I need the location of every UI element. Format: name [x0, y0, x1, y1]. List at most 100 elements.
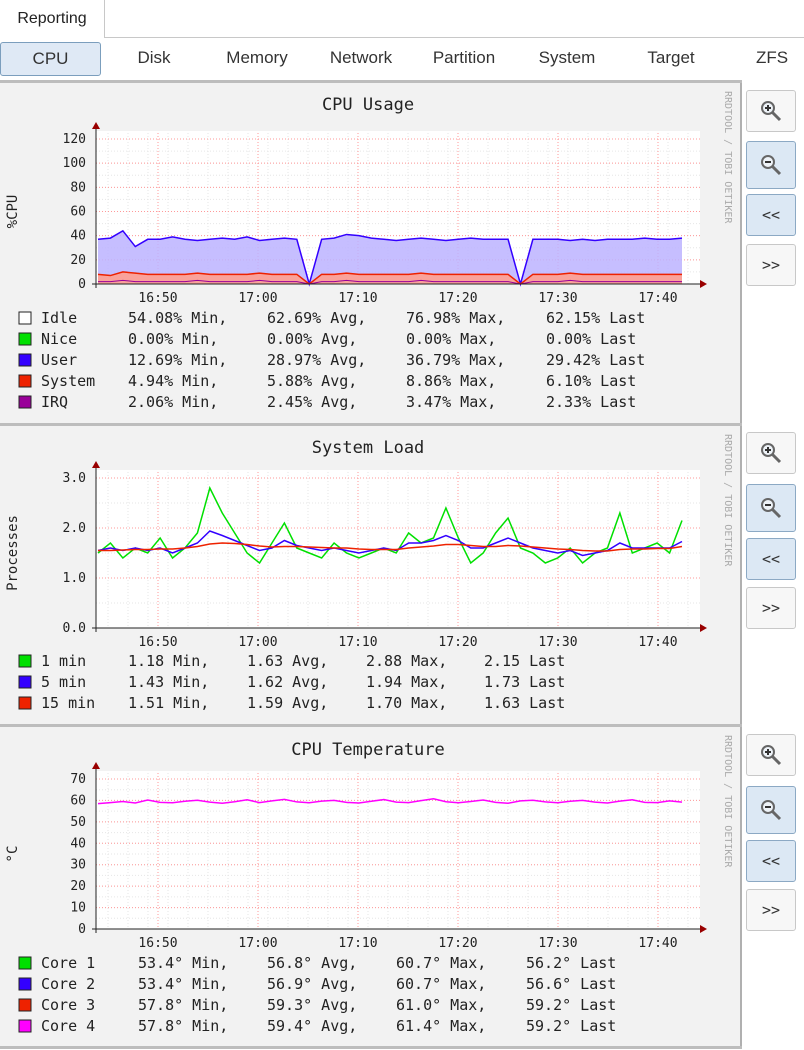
- cpu-usage-chart: 120 100 80 60 40 20 0 16:50 17:00 17:10 17:20 17:30…: [5, 91, 733, 411]
- forward-button[interactable]: >>: [746, 244, 796, 286]
- forward-button[interactable]: >>: [746, 587, 796, 629]
- legend-last: 59.2° Last: [526, 1017, 616, 1035]
- zoom-out-button[interactable]: [746, 786, 796, 834]
- legend-max: 61.0° Max,: [396, 996, 486, 1014]
- legend-swatch: [18, 353, 32, 367]
- y-tick-label: 60: [70, 205, 86, 220]
- zoom-out-button[interactable]: [746, 484, 796, 532]
- y-axis-arrow: [92, 461, 100, 468]
- subnav-item-memory[interactable]: Memory: [226, 48, 288, 67]
- x-tick-label: 16:50: [138, 635, 177, 650]
- back-button[interactable]: <<: [746, 840, 796, 882]
- zoom-in-icon: [761, 101, 782, 122]
- zoom-in-button[interactable]: [746, 90, 796, 132]
- legend-label: Idle: [41, 309, 77, 327]
- x-tick-label: 17:30: [538, 936, 577, 951]
- legend-avg: 0.00% Avg,: [267, 330, 357, 348]
- system-load-panel: 3.0 2.0 1.0 0.0 16:50 17:00 17:10 17:20 17:30 17:…: [0, 426, 742, 724]
- x-tick-label: 17:00: [238, 635, 277, 650]
- legend-max: 36.79% Max,: [406, 351, 505, 369]
- legend-min: 1.51 Min,: [128, 694, 209, 712]
- y-tick-label: 1.0: [63, 571, 86, 586]
- zoom-in-button[interactable]: [746, 432, 796, 474]
- subnav-item-partition[interactable]: Partition: [432, 48, 496, 67]
- x-tick-label: 17:20: [438, 635, 477, 650]
- forward-button[interactable]: >>: [746, 889, 796, 931]
- zoom-in-icon: [761, 745, 782, 766]
- x-axis-arrow: [700, 624, 707, 632]
- legend-label: Core 3: [41, 996, 95, 1014]
- y-tick-label: 10: [70, 901, 86, 916]
- legend-avg: 59.4° Avg,: [267, 1017, 357, 1035]
- legend-max: 3.47% Max,: [406, 393, 496, 411]
- zoom-out-icon: [761, 498, 782, 519]
- y-tick-label: 0: [78, 277, 86, 292]
- legend-min: 0.00% Min,: [128, 330, 218, 348]
- x-tick-label: 17:40: [638, 291, 677, 306]
- legend-max: 8.86% Max,: [406, 372, 496, 390]
- x-tick-label: 17:00: [238, 936, 277, 951]
- legend-swatch: [18, 696, 32, 710]
- chart-title: CPU Temperature: [291, 740, 445, 760]
- subnav-item-cpu[interactable]: CPU: [0, 42, 101, 76]
- legend-max: 0.00% Max,: [406, 330, 496, 348]
- legend-min: 57.8° Min,: [138, 1017, 228, 1035]
- x-tick-label: 17:40: [638, 635, 677, 650]
- x-tick-label: 17:40: [638, 936, 677, 951]
- tab-reporting[interactable]: Reporting: [0, 0, 105, 38]
- user-area: [98, 230, 682, 284]
- legend-min: 1.43 Min,: [128, 673, 209, 691]
- subnav-item-target[interactable]: Target: [647, 48, 695, 67]
- legend-swatch: [18, 1019, 32, 1033]
- y-tick-label: 0: [78, 922, 86, 937]
- legend-last: 59.2° Last: [526, 996, 616, 1014]
- subnav-item-system[interactable]: System: [538, 48, 596, 67]
- legend-swatch: [18, 956, 32, 970]
- zoom-in-button[interactable]: [746, 734, 796, 776]
- back-button[interactable]: <<: [746, 538, 796, 580]
- legend-min: 54.08% Min,: [128, 309, 227, 327]
- legend-swatch: [18, 675, 32, 689]
- y-axis-arrow: [92, 762, 100, 769]
- legend-min: 12.69% Min,: [128, 351, 227, 369]
- y-tick-label: 120: [63, 132, 86, 147]
- y-axis-label: °C: [5, 846, 21, 863]
- legend-last: 6.10% Last: [546, 372, 636, 390]
- legend-swatch: [18, 395, 32, 409]
- legend-avg: 62.69% Avg,: [267, 309, 366, 327]
- plot-background: [96, 771, 700, 929]
- legend-last: 56.6° Last: [526, 975, 616, 993]
- cpu-temperature-panel: 70 60 50 40 30 20 10 0 16:50 17:00 17:10 17:20 17:30…: [0, 727, 742, 1046]
- irq-line: [98, 279, 682, 285]
- legend-avg: 56.8° Avg,: [267, 954, 357, 972]
- back-button[interactable]: <<: [746, 194, 796, 236]
- zoom-out-icon: [761, 800, 782, 821]
- legend-label: 1 min: [41, 652, 86, 670]
- y-tick-label: 2.0: [63, 521, 86, 536]
- x-tick-label: 17:10: [338, 291, 377, 306]
- y-axis-arrow: [92, 122, 100, 129]
- legend-avg: 1.59 Avg,: [247, 694, 328, 712]
- y-axis-label: Processes: [5, 515, 21, 591]
- x-axis-arrow: [700, 280, 707, 288]
- y-axis-label: %CPU: [5, 195, 21, 229]
- legend-min: 53.4° Min,: [138, 954, 228, 972]
- panel-divider: [0, 1046, 742, 1049]
- x-tick-label: 17:20: [438, 291, 477, 306]
- legend-last: 1.63 Last: [484, 694, 565, 712]
- subnav-item-network[interactable]: Network: [329, 48, 393, 67]
- legend-label: IRQ: [41, 393, 68, 411]
- subnav-item-disk[interactable]: Disk: [137, 48, 171, 67]
- x-tick-label: 17:10: [338, 936, 377, 951]
- x-tick-label: 16:50: [138, 936, 177, 951]
- x-tick-label: 16:50: [138, 291, 177, 306]
- legend-avg: 28.97% Avg,: [267, 351, 366, 369]
- cpu-usage-panel: 120 100 80 60 40 20 0 16:50 17:00 17:10 17:20 17:30…: [0, 83, 742, 423]
- legend-label: Nice: [41, 330, 77, 348]
- chart-title: System Load: [312, 438, 425, 458]
- y-tick-label: 20: [70, 879, 86, 894]
- legend-swatch: [18, 977, 32, 991]
- zoom-out-button[interactable]: [746, 141, 796, 189]
- subnav-item-zfs[interactable]: ZFS: [755, 48, 789, 67]
- legend-label: 15 min: [41, 694, 95, 712]
